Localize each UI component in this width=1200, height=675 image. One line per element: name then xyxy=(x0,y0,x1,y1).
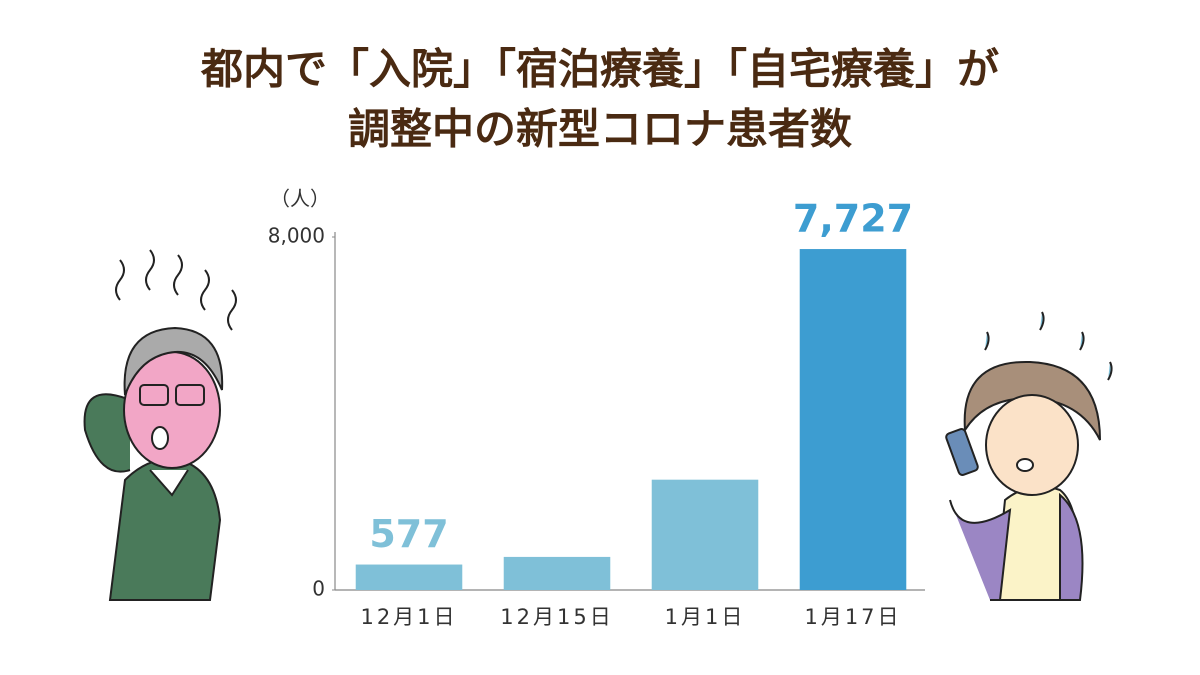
x-tick-label: 1月17日 xyxy=(804,605,901,629)
illustration-woman xyxy=(945,311,1113,601)
bar xyxy=(355,564,463,590)
value-label: 7,727 xyxy=(793,197,913,241)
bar xyxy=(651,479,759,590)
x-tick-label: 1月1日 xyxy=(665,605,746,629)
chart-title: 都内で「入院」「宿泊療養」「自宅療養」が xyxy=(200,45,999,94)
chart-title: 調整中の新型コロナ患者数 xyxy=(348,105,852,154)
y-tick-label: 0 xyxy=(312,577,325,601)
bar xyxy=(799,249,907,590)
illustration-man xyxy=(83,249,237,601)
value-label: 577 xyxy=(369,512,448,556)
y-tick-label: 8,000 xyxy=(268,224,325,248)
bar xyxy=(503,556,611,590)
x-tick-label: 12月15日 xyxy=(500,605,613,629)
x-tick-label: 12月1日 xyxy=(360,605,457,629)
y-unit: （人） xyxy=(270,187,330,211)
